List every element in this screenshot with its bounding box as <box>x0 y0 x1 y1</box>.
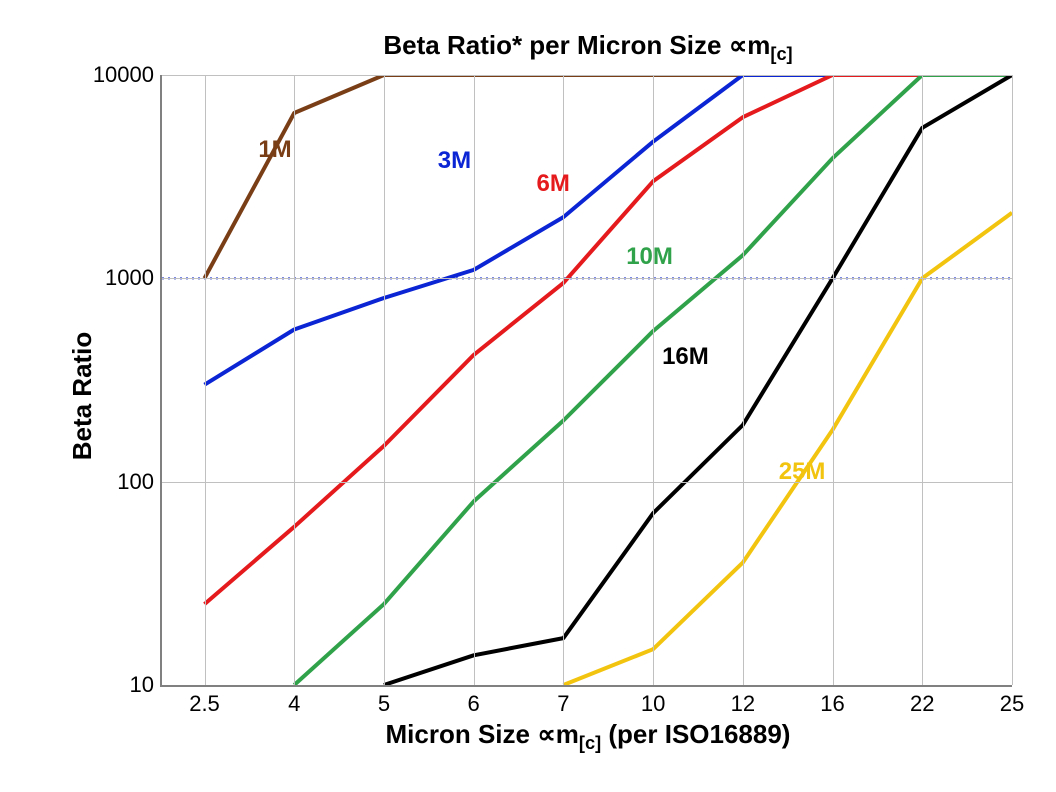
y-tick-label: 100 <box>117 469 154 495</box>
x-tick-label: 25 <box>1000 691 1024 717</box>
x-tick-label: 5 <box>378 691 390 717</box>
series-label-6M: 6M <box>536 170 569 198</box>
series-label-1M: 1M <box>258 136 291 164</box>
xlabel-m: m <box>556 719 579 749</box>
x-tick-label: 4 <box>288 691 300 717</box>
y-tick-label: 10000 <box>93 62 154 88</box>
gridline-horizontal <box>162 482 1012 483</box>
y-axis-label: Beta Ratio <box>67 332 98 461</box>
xlabel-symbol: ∝ <box>537 719 556 749</box>
chart-container: Beta Ratio* per Micron Size ∝m[c] Beta R… <box>0 0 1056 792</box>
y-tick-label: 1000 <box>105 265 154 291</box>
title-text-m: m <box>747 30 770 60</box>
x-tick-label: 6 <box>468 691 480 717</box>
xlabel-sub: [c] <box>579 733 601 753</box>
series-line-16M <box>384 75 1012 685</box>
gridline-horizontal <box>162 278 1012 279</box>
y-tick-label: 10 <box>130 672 154 698</box>
x-tick-label: 10 <box>641 691 665 717</box>
series-label-25M: 25M <box>779 458 826 486</box>
series-label-16M: 16M <box>662 343 709 371</box>
series-line-25M <box>563 213 1012 685</box>
gridline-horizontal <box>162 75 1012 76</box>
gridline-vertical <box>922 75 923 685</box>
chart-title: Beta Ratio* per Micron Size ∝m[c] <box>160 30 1016 65</box>
x-tick-label: 16 <box>820 691 844 717</box>
gridline-vertical <box>294 75 295 685</box>
gridline-vertical <box>384 75 385 685</box>
series-label-3M: 3M <box>438 147 471 175</box>
gridline-vertical <box>474 75 475 685</box>
x-tick-label: 12 <box>731 691 755 717</box>
xlabel-part2: (per ISO16889) <box>601 719 790 749</box>
gridline-vertical <box>653 75 654 685</box>
title-symbol: ∝ <box>729 30 748 60</box>
x-tick-label: 2.5 <box>189 691 220 717</box>
gridline-vertical <box>563 75 564 685</box>
x-axis-label: Micron Size ∝m[c] (per ISO16889) <box>160 719 1016 754</box>
title-sub: [c] <box>770 44 792 64</box>
gridline-vertical <box>205 75 206 685</box>
series-label-10M: 10M <box>626 243 673 271</box>
chart-lines <box>162 75 1012 685</box>
plot-area: 2.545671012162225101001000100001M3M6M10M… <box>160 75 1012 687</box>
gridline-vertical <box>833 75 834 685</box>
title-text-1: Beta Ratio* per Micron Size <box>383 30 728 60</box>
x-tick-label: 7 <box>557 691 569 717</box>
x-tick-label: 22 <box>910 691 934 717</box>
gridline-vertical <box>743 75 744 685</box>
gridline-vertical <box>1012 75 1013 685</box>
series-line-6M <box>205 75 1013 604</box>
xlabel-part1: Micron Size <box>386 719 538 749</box>
